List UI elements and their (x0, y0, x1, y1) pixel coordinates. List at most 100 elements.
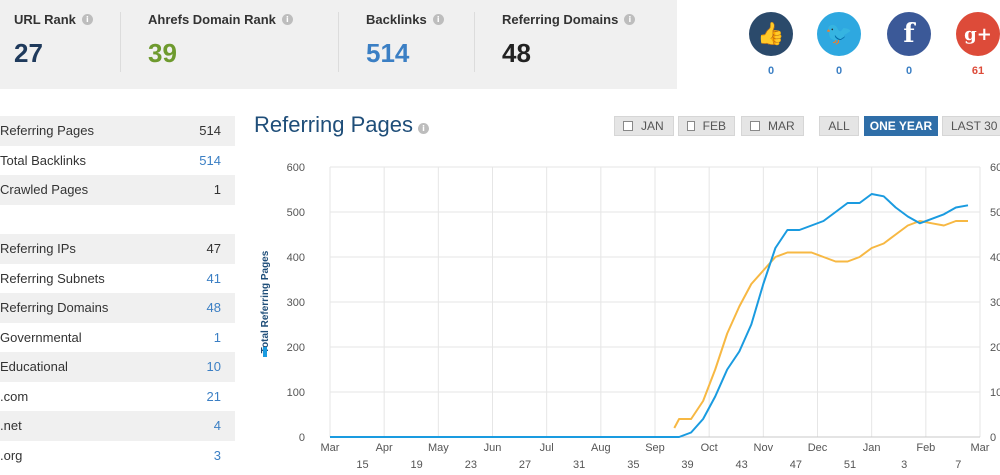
table-row: Referring IPs 47 (0, 234, 235, 264)
x-week-label: 19 (411, 459, 423, 471)
x-tick-label: Mar (971, 442, 990, 454)
series-line-0 (330, 193, 969, 438)
table-row: .net 4 (0, 411, 235, 441)
x-week-label: 51 (844, 459, 856, 471)
social-twitter[interactable]: 🐦 0 (816, 12, 862, 77)
social-count: 0 (767, 65, 775, 77)
row-value[interactable]: 41 (206, 270, 221, 286)
y-tick-label: 200 (287, 342, 305, 354)
row-label: Crawled Pages (0, 182, 89, 198)
y-tick-label: 500 (287, 207, 305, 219)
stat-value: 39 (148, 38, 177, 68)
x-week-label: 35 (627, 459, 639, 471)
row-value[interactable]: 10 (206, 359, 221, 375)
y2-tick-label: 0 (990, 432, 996, 444)
y2-tick-label: 50 (990, 207, 1000, 219)
row-value[interactable]: 1 (213, 329, 221, 345)
info-icon[interactable]: i (81, 14, 93, 25)
info-icon[interactable]: i (432, 14, 444, 25)
social-facebook[interactable]: f 0 (886, 12, 932, 77)
stat-label: URL Rank (14, 12, 76, 27)
x-tick-label: Aug (591, 442, 611, 454)
stat-label: Referring Domains (502, 12, 619, 27)
series-line-1 (673, 220, 968, 429)
backlink-stats-table: Referring Pages 514 Total Backlinks 514 Craw… (0, 116, 235, 470)
x-tick-label: Apr (376, 442, 393, 454)
x-tick-label: Jan (863, 442, 881, 454)
row-label: .org (0, 447, 23, 463)
stat-value: 27 (14, 38, 43, 68)
tab-feb[interactable]: FEB (678, 116, 735, 136)
table-row: Educational 10 (0, 352, 235, 382)
row-value[interactable]: 21 (206, 388, 221, 404)
row-value[interactable]: 4 (213, 418, 221, 434)
y-tick-label: 300 (287, 297, 305, 309)
y-axis-title: Total Referring Pages (260, 250, 271, 353)
y2-tick-label: 40 (990, 252, 1000, 264)
stats-bar: URL Rank i 27 Ahrefs Domain Rank i 39 Back… (0, 0, 677, 89)
y2-tick-label: 20 (990, 342, 1000, 354)
chart-title: Referring Pages i (254, 112, 429, 138)
table-row (0, 205, 235, 235)
facebook-icon[interactable]: f (887, 12, 931, 56)
y-tick-label: 600 (287, 162, 305, 174)
x-week-label: 39 (681, 459, 693, 471)
info-icon[interactable]: i (417, 122, 429, 134)
x-week-label: 27 (519, 459, 531, 471)
social-like[interactable]: 👍 0 (748, 12, 794, 77)
tab-jan[interactable]: JAN (614, 116, 674, 136)
stat-referring-domains: Referring Domains i 48 (502, 12, 636, 69)
divider (474, 12, 475, 72)
stat-label: Backlinks (366, 12, 427, 27)
table-row: Referring Subnets 41 (0, 264, 235, 294)
table-row: Referring Pages 514 (0, 116, 235, 146)
x-week-label: 3 (901, 459, 907, 471)
checkbox-icon[interactable] (623, 121, 633, 131)
row-value[interactable]: 3 (213, 447, 221, 463)
x-week-label: 23 (465, 459, 477, 471)
divider (338, 12, 339, 72)
info-icon[interactable]: i (624, 14, 636, 25)
google-plus-icon[interactable]: g+ (956, 12, 1000, 56)
row-value: 1 (213, 182, 221, 198)
tab-last-30-days[interactable]: LAST 30 D (942, 116, 1000, 136)
row-value[interactable]: 514 (199, 152, 221, 168)
x-tick-label: Nov (754, 442, 774, 454)
social-google-plus[interactable]: g+ 61 (955, 12, 1000, 77)
checkbox-icon[interactable] (687, 121, 695, 131)
tab-all[interactable]: ALL (819, 116, 859, 136)
info-icon[interactable]: i (281, 14, 293, 25)
row-value: 514 (199, 123, 221, 139)
stat-ahrefs-domain-rank: Ahrefs Domain Rank i 39 (148, 12, 293, 69)
row-label: .com (0, 388, 29, 404)
table-row: .org 3 (0, 441, 235, 471)
row-value: 47 (206, 241, 221, 257)
stat-value: 514 (366, 38, 410, 68)
x-tick-label: Feb (916, 442, 935, 454)
row-value[interactable]: 48 (206, 300, 221, 316)
y-tick-label: 100 (287, 387, 305, 399)
stat-label: Ahrefs Domain Rank (148, 12, 276, 27)
twitter-icon[interactable]: 🐦 (817, 12, 861, 56)
row-label: Governmental (0, 329, 82, 345)
x-tick-label: Jun (484, 442, 502, 454)
x-week-label: 31 (573, 459, 585, 471)
x-week-label: 47 (790, 459, 802, 471)
tab-one-year[interactable]: ONE YEAR (864, 116, 938, 136)
row-label: Referring Pages (0, 123, 94, 139)
table-row: Total Backlinks 514 (0, 146, 235, 176)
table-row: Referring Domains 48 (0, 293, 235, 323)
table-row: Governmental 1 (0, 323, 235, 353)
x-tick-label: May (428, 442, 449, 454)
social-count: 61 (971, 65, 985, 77)
x-tick-label: Jul (540, 442, 554, 454)
y-tick-label: 400 (287, 252, 305, 264)
thumbs-up-icon[interactable]: 👍 (749, 12, 793, 56)
table-row: Crawled Pages 1 (0, 175, 235, 205)
tab-mar[interactable]: MAR (741, 116, 804, 136)
row-label: Educational (0, 359, 68, 375)
row-label: Referring IPs (0, 241, 76, 257)
stat-value: 48 (502, 38, 531, 68)
checkbox-icon[interactable] (750, 121, 760, 131)
row-label: Total Backlinks (0, 152, 86, 168)
